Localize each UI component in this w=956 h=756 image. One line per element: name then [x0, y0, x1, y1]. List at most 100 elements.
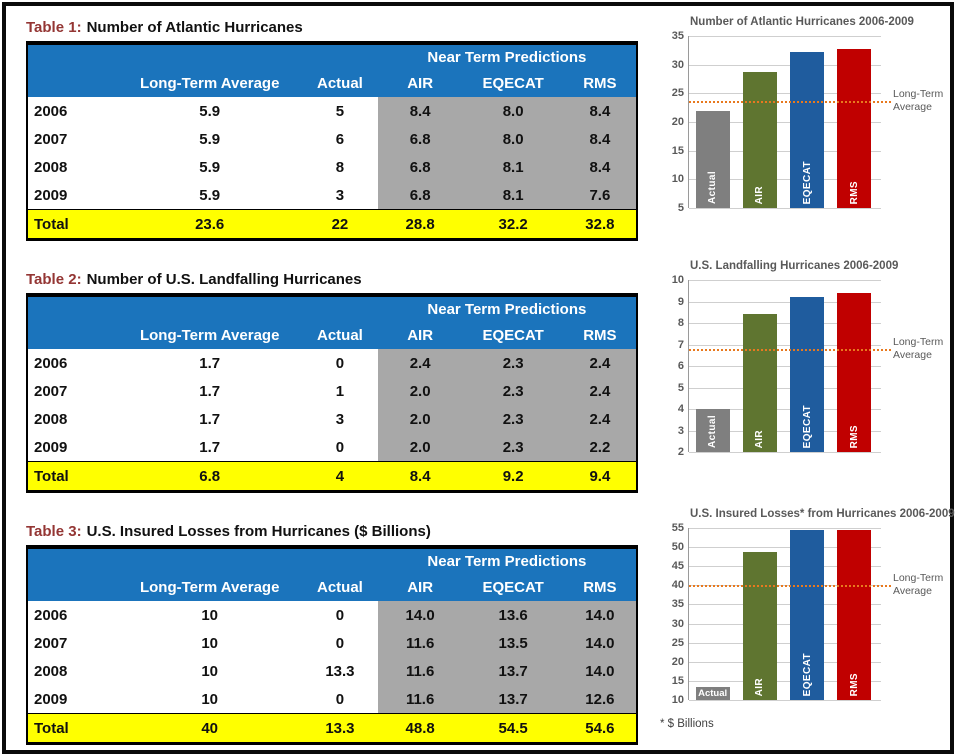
y-axis-tick-label: 5 — [677, 202, 684, 214]
gridline — [689, 301, 881, 303]
total-row: Total 23.6 22 28.8 32.2 32.8 — [27, 209, 637, 240]
value-cell: 9.4 — [563, 461, 637, 492]
bar-rms: RMS — [837, 292, 872, 452]
header-spacer — [27, 547, 378, 573]
value-cell: 14.0 — [563, 657, 637, 685]
bar-rms: RMS — [837, 529, 872, 700]
table-title: Table 2: Number of U.S. Landfalling Hurri… — [26, 270, 638, 290]
y-axis-tick-label: 25 — [671, 87, 684, 100]
gridline — [689, 430, 881, 432]
table-title-text: Number of U.S. Landfalling Hurricanes — [86, 271, 362, 288]
gridline — [689, 323, 881, 324]
value-cell: 0 — [335, 438, 345, 456]
column-header: EQECAT — [462, 573, 564, 601]
long-term-average-label-line: Long-Term — [893, 572, 944, 585]
bar-label: AIR — [754, 185, 766, 204]
bar-label-wrap: AIR — [743, 186, 777, 204]
value-cell: 8.4 — [563, 97, 637, 125]
plot-area: Actual AIR EQECAT RMS — [688, 36, 891, 209]
value-cell: 8.0 — [462, 125, 564, 153]
value-cell: 22 — [302, 209, 378, 240]
column-header: AIR — [377, 321, 463, 349]
value-cell: 28.8 — [377, 209, 463, 240]
value-cell: 40 — [117, 713, 303, 744]
header-spacer — [27, 295, 378, 321]
row-label-cell: Total — [27, 461, 118, 492]
chart-atlantic-hurricanes: Number of Atlantic Hurricanes 2006-2009 … — [656, 16, 956, 220]
plot-wrap: Actual AIR EQECAT RMS 2 3 4 5 6 7 8 9 10 Long-Term Av… — [656, 274, 956, 464]
gridline — [689, 36, 881, 37]
long-term-average-label-line: Long-Term — [893, 335, 944, 348]
group-header: Near Term Predictions — [377, 547, 637, 573]
table-row: 2008 10 13.3 11.6 13.7 14.0 — [27, 657, 637, 685]
row-label-cell: 2006 — [34, 606, 68, 624]
column-header — [27, 573, 118, 601]
value-cell: 6 — [335, 130, 345, 148]
gridline — [689, 680, 881, 682]
value-cell: 10 — [201, 606, 219, 624]
bar-air: AIR — [742, 314, 777, 452]
table-title-text: Number of Atlantic Hurricanes — [86, 19, 303, 36]
table-title-text: U.S. Insured Losses from Hurricanes ($ B… — [86, 523, 431, 540]
tables-column: Table 1: Number of Atlantic Hurricanes Ne… — [26, 12, 638, 745]
value-cell: 2.3 — [462, 377, 564, 405]
value-cell: 5.9 — [199, 130, 221, 148]
y-axis-tick-label: 5 — [677, 381, 684, 394]
gridline — [689, 208, 881, 209]
gridline — [689, 387, 881, 389]
value-cell: 1.7 — [199, 382, 221, 400]
table-row: 2007 1.7 1 2.0 2.3 2.4 — [27, 377, 637, 405]
value-cell: 13.3 — [325, 662, 355, 680]
value-cell: 3 — [335, 186, 345, 204]
y-axis-tick-label: 10 — [671, 274, 684, 286]
value-cell: 14.0 — [563, 629, 637, 657]
value-cell: 1.7 — [199, 410, 221, 428]
gridline — [689, 642, 881, 644]
y-axis-tick-label: 45 — [671, 560, 684, 573]
row-label-cell: 2006 — [34, 354, 68, 372]
gridline — [689, 150, 881, 152]
value-cell: 10 — [201, 662, 219, 680]
row-label-cell: 2009 — [34, 186, 68, 204]
table-row: 2007 5.9 6 6.8 8.0 8.4 — [27, 125, 637, 153]
value-cell: 2.2 — [563, 433, 637, 462]
gridline — [689, 179, 881, 181]
bar-label: Actual — [707, 171, 719, 204]
table-title-prefix: Table 1: — [26, 19, 82, 36]
long-term-average-line — [689, 585, 891, 588]
bar-label: AIR — [754, 677, 766, 696]
table-row: 2008 1.7 3 2.0 2.3 2.4 — [27, 405, 637, 433]
plot-area: Actual AIR EQECAT RMS — [688, 528, 891, 701]
table-title-prefix: Table 3: — [26, 523, 82, 540]
value-cell: 13.7 — [462, 657, 564, 685]
row-label-cell: 2006 — [34, 102, 68, 120]
chart-title: Number of Atlantic Hurricanes 2006-2009 — [690, 16, 914, 28]
value-cell: 6.8 — [377, 181, 463, 210]
bar-label-wrap: Actual — [696, 171, 730, 204]
bar-label-wrap: EQECAT — [790, 161, 824, 204]
bar-label: EQECAT — [801, 404, 813, 448]
landfalling-hurricanes-table: Near Term Predictions Long-Term Average Ac… — [26, 293, 638, 493]
value-cell: 2.0 — [377, 433, 463, 462]
row-label-cell: Total — [27, 209, 118, 240]
bar-label-wrap: RMS — [837, 425, 871, 448]
table-title: Table 3: U.S. Insured Losses from Hurrica… — [26, 522, 638, 542]
value-cell: 32.8 — [563, 209, 637, 240]
long-term-average-label-line: Average — [893, 101, 932, 114]
long-term-average-label-line: Long-Term — [893, 88, 944, 101]
long-term-average-line — [689, 348, 891, 351]
long-term-average-label-line: Average — [893, 348, 932, 361]
y-axis-tick-label: 9 — [677, 295, 684, 308]
value-cell: 11.6 — [377, 657, 463, 685]
row-label-cell: 2009 — [34, 438, 68, 456]
bar-actual: Actual — [695, 687, 730, 700]
value-cell: 11.6 — [377, 629, 463, 657]
y-axis-tick-label: 50 — [671, 541, 684, 554]
value-cell: 8.4 — [563, 125, 637, 153]
y-axis-tick-label: 6 — [677, 360, 684, 372]
row-label-cell: Total — [27, 713, 118, 744]
group-header: Near Term Predictions — [377, 295, 637, 321]
value-cell: 8.1 — [462, 181, 564, 210]
value-cell: 8.1 — [462, 153, 564, 181]
gridline — [689, 280, 881, 281]
